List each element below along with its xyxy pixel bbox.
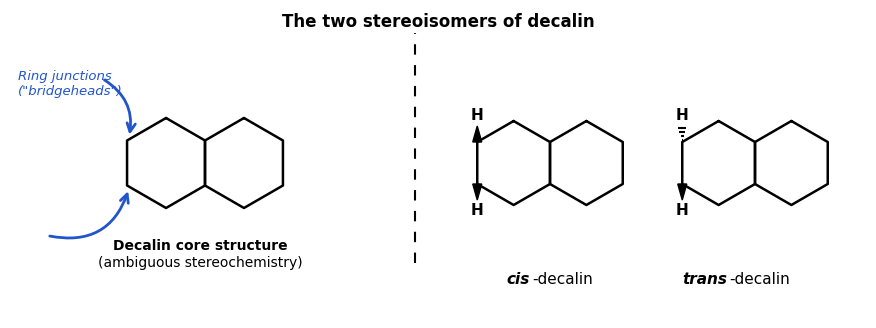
Polygon shape: [473, 126, 482, 142]
Text: H: H: [676, 108, 689, 123]
Text: trans: trans: [682, 272, 727, 287]
Text: cis: cis: [506, 272, 530, 287]
Text: H: H: [676, 203, 689, 218]
Text: Ring junctions
("bridgeheads"): Ring junctions ("bridgeheads"): [18, 70, 123, 98]
Text: Decalin core structure: Decalin core structure: [113, 239, 287, 253]
Text: H: H: [471, 108, 484, 123]
Text: (ambiguous stereochemistry): (ambiguous stereochemistry): [98, 256, 302, 270]
Text: H: H: [471, 203, 484, 218]
Text: cis-decalin: cis-decalin: [0, 327, 1, 328]
Polygon shape: [473, 184, 482, 200]
Text: -decalin: -decalin: [532, 272, 593, 287]
Text: The two stereoisomers of decalin: The two stereoisomers of decalin: [282, 13, 594, 31]
Polygon shape: [678, 184, 687, 200]
Text: -decalin: -decalin: [729, 272, 790, 287]
